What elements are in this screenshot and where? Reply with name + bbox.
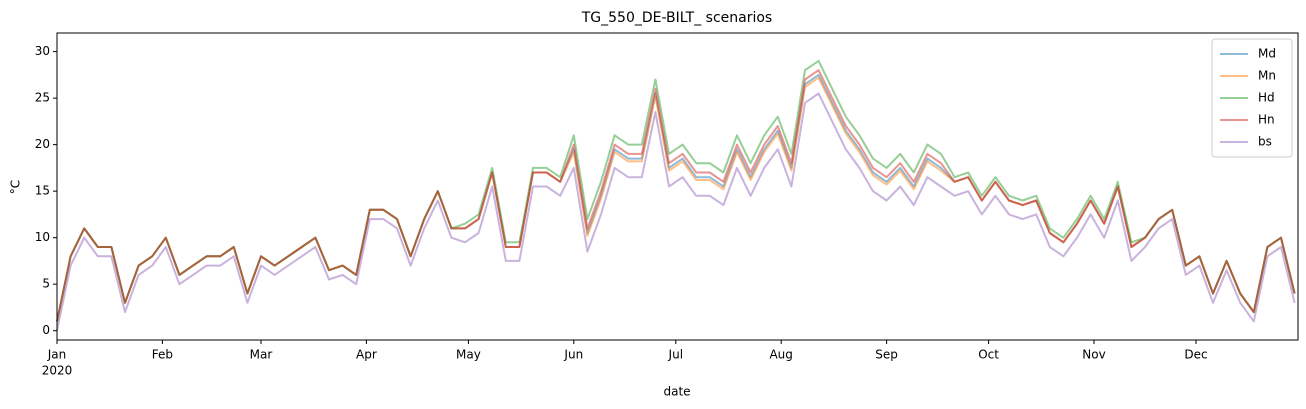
x-tick-label: Apr bbox=[356, 348, 377, 362]
y-tick-label: 10 bbox=[35, 230, 50, 244]
y-tick-label: 0 bbox=[42, 323, 50, 337]
y-tick-label: 30 bbox=[35, 44, 50, 58]
y-tick-label: 25 bbox=[35, 91, 50, 105]
x-year-label: 2020 bbox=[42, 364, 73, 378]
legend-label: Hd bbox=[1258, 91, 1275, 105]
x-tick-label: Dec bbox=[1184, 348, 1207, 362]
x-tick-label: Aug bbox=[769, 348, 792, 362]
x-tick-label: Jan bbox=[47, 348, 67, 362]
legend-label: Md bbox=[1258, 47, 1276, 61]
x-tick-label: Nov bbox=[1082, 348, 1105, 362]
x-tick-label: Sep bbox=[875, 348, 898, 362]
y-tick-label: 20 bbox=[35, 137, 50, 151]
legend-label: bs bbox=[1258, 135, 1272, 149]
y-axis-label: °C bbox=[9, 180, 23, 194]
series-line bbox=[56, 59, 1296, 322]
x-tick-label: Mar bbox=[250, 348, 273, 362]
x-tick-label: Jun bbox=[563, 348, 583, 362]
y-tick-label: 5 bbox=[42, 277, 50, 291]
series-line bbox=[56, 92, 1296, 331]
x-axis-label: date bbox=[663, 385, 690, 399]
series-line bbox=[56, 69, 1296, 322]
x-tick-label: Feb bbox=[152, 348, 173, 362]
x-tick-label: May bbox=[456, 348, 481, 362]
x-tick-label: Oct bbox=[978, 348, 999, 362]
plot-frame bbox=[56, 32, 1299, 341]
legend-label: Hn bbox=[1258, 113, 1275, 127]
y-tick-label: 15 bbox=[35, 184, 50, 198]
legend-label: Mn bbox=[1258, 69, 1276, 83]
chart-title: TG_550_DE-BILT_ scenarios bbox=[581, 10, 772, 26]
x-tick-label: Jul bbox=[668, 348, 683, 362]
legend-box bbox=[1211, 38, 1293, 158]
